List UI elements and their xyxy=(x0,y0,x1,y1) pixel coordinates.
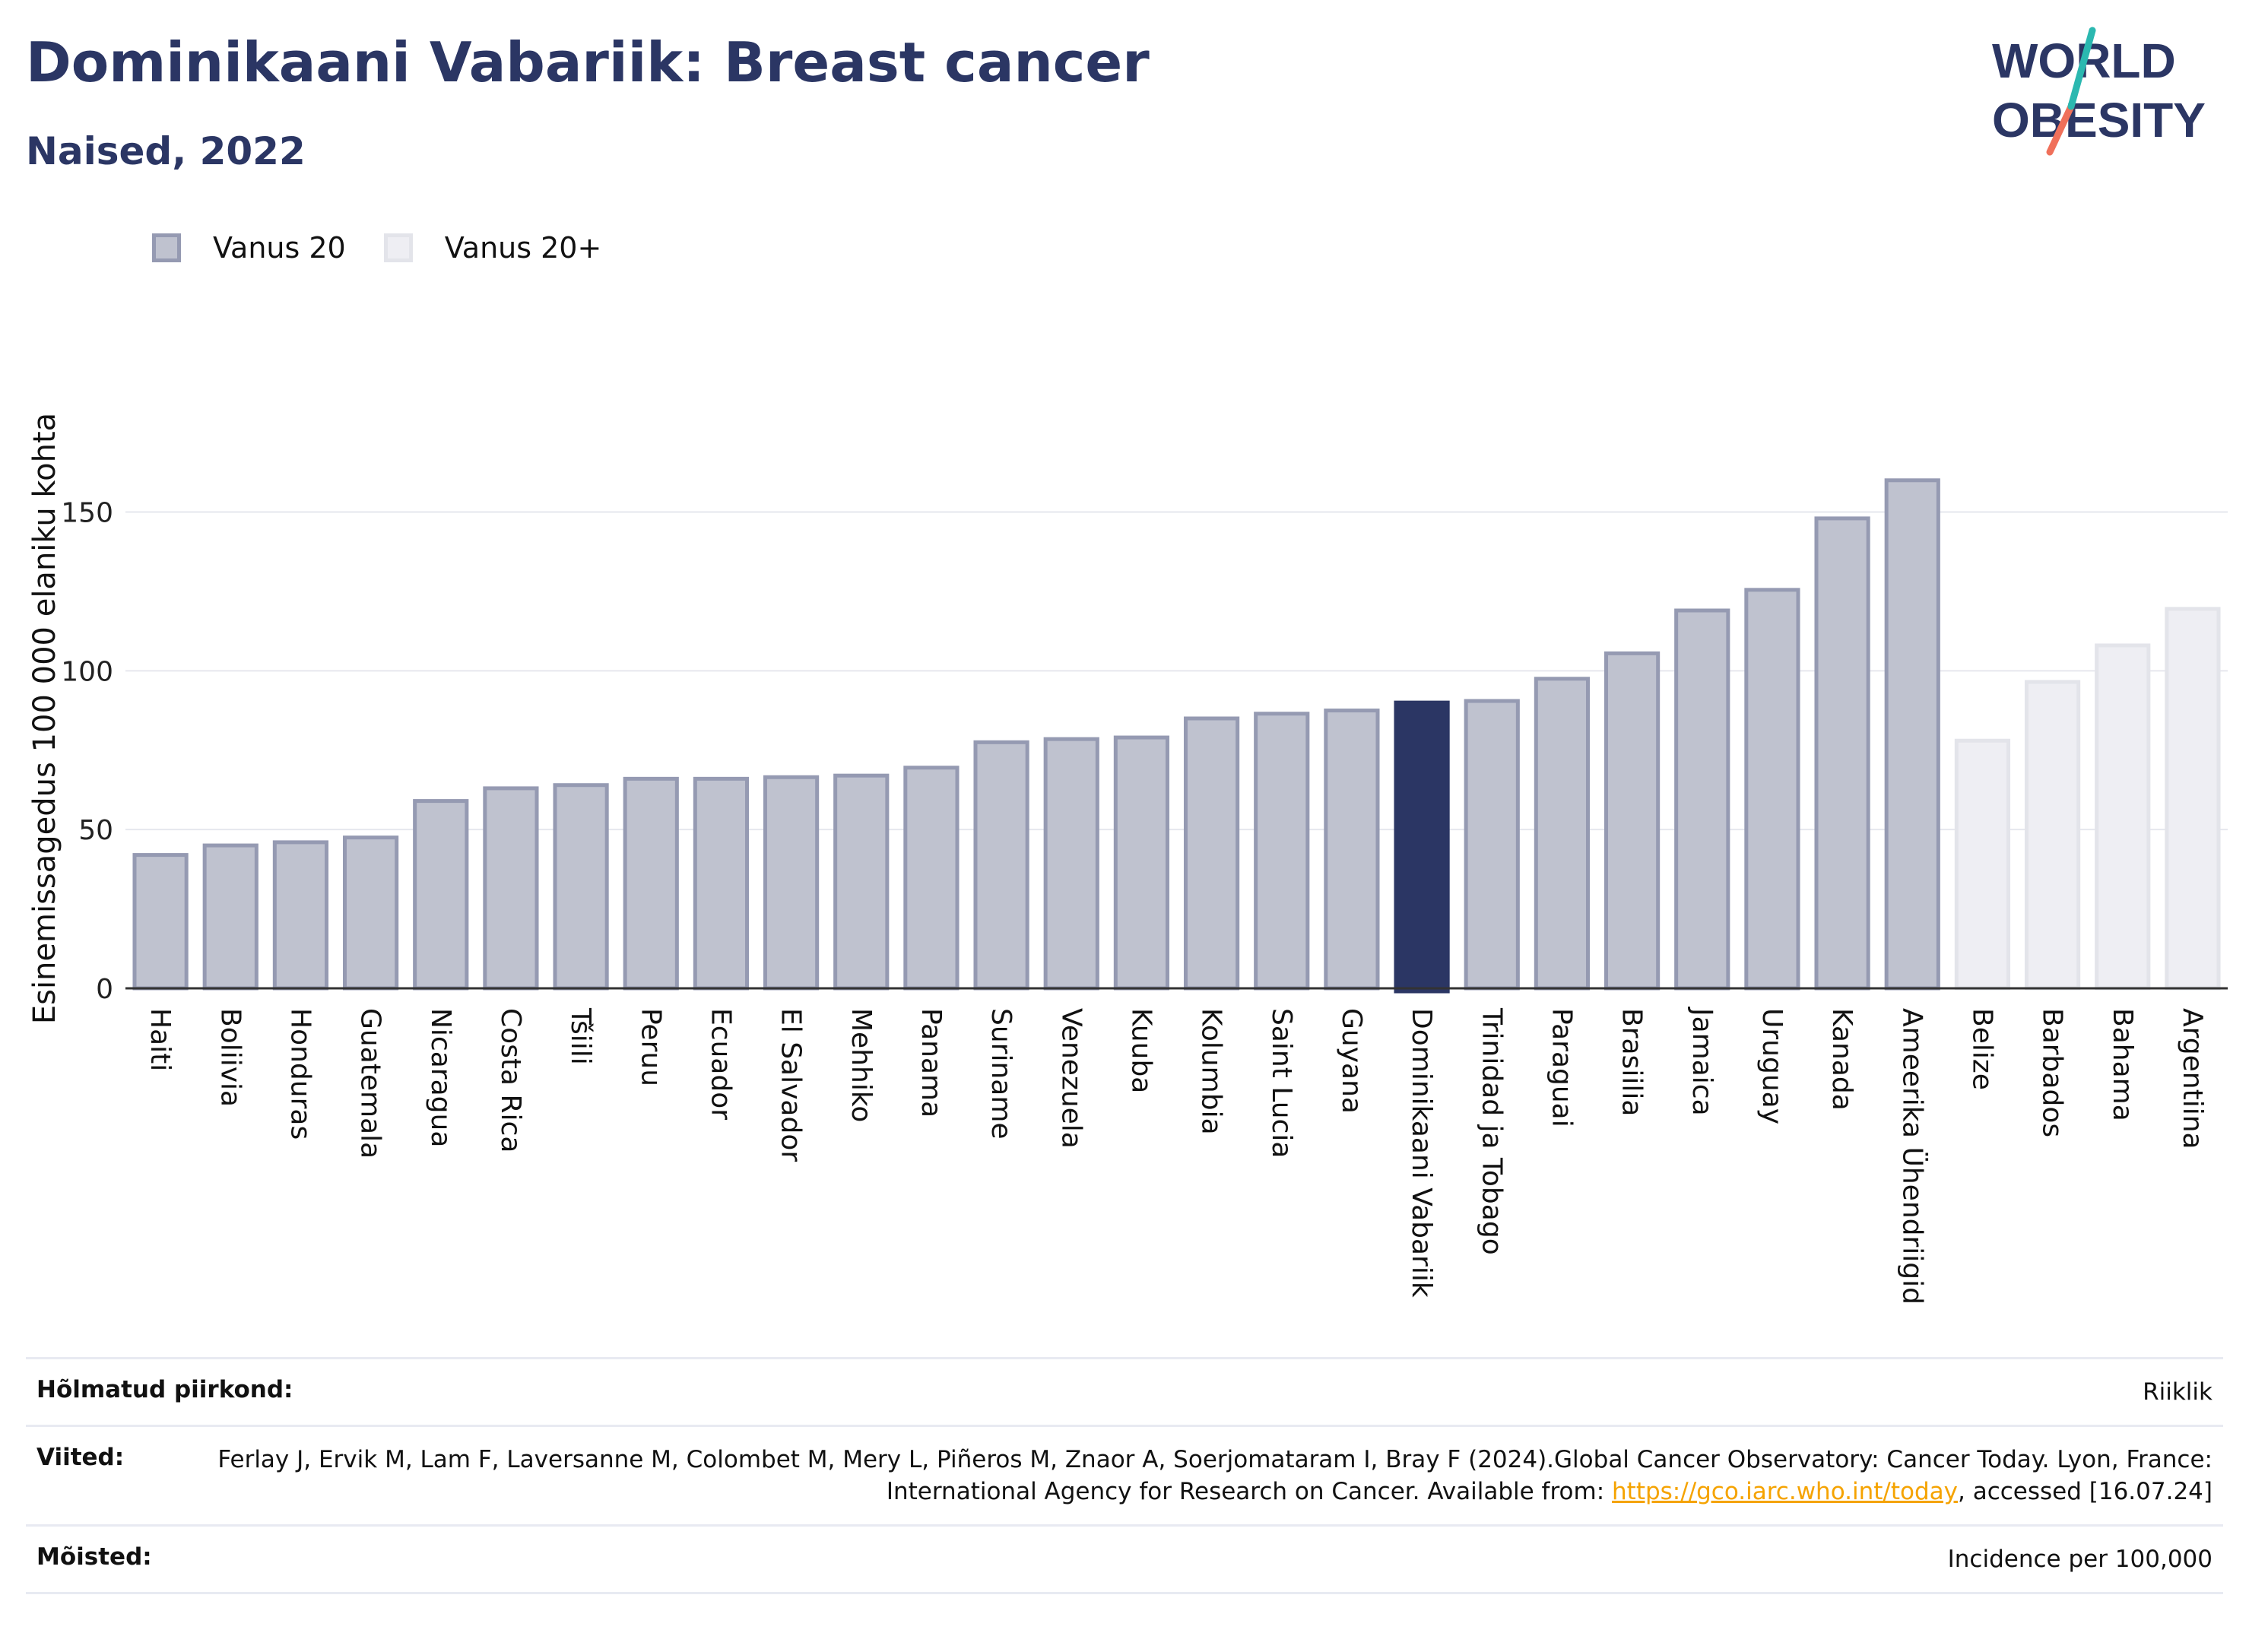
x-tick-label-tsiili: Tšiili xyxy=(565,1007,596,1065)
bar-barbados[interactable] xyxy=(2024,680,2081,991)
bar-brasiilia[interactable] xyxy=(1603,651,1661,991)
bar-guyana[interactable] xyxy=(1324,709,1380,991)
x-tick-label-peruu: Peruu xyxy=(635,1008,666,1086)
bar-ecuador[interactable] xyxy=(693,776,750,991)
logo-slash-teal xyxy=(2067,27,2096,110)
chart-title: Dominikaani Vabariik: Breast cancer xyxy=(26,30,1150,94)
x-tick-label-honduras: Honduras xyxy=(284,1008,316,1140)
x-tick-label-dominikaani-vabariik: Dominikaani Vabariik xyxy=(1406,1008,1437,1298)
bar-saint-lucia[interactable] xyxy=(1254,712,1310,991)
y-axis-label: Esinemissagedus 100 000 elaniku kohta xyxy=(27,413,62,1024)
legend-swatch-age20plus xyxy=(383,233,413,262)
bar-jamaica[interactable] xyxy=(1674,608,1730,991)
y-tick-label-50: 50 xyxy=(78,815,113,846)
x-tick-label-guyana: Guyana xyxy=(1336,1008,1367,1114)
info-table: Hõlmatud piirkond: Riiklik Viited: Ferla… xyxy=(26,1357,2223,1594)
x-tick-label-suriname: Suriname xyxy=(985,1008,1017,1140)
definitions-label: Mõisted: xyxy=(36,1543,152,1571)
bar-mehhiko[interactable] xyxy=(833,773,890,991)
y-tick-label-0: 0 xyxy=(96,974,113,1005)
bar-nicaragua[interactable] xyxy=(413,799,469,991)
bar-bahama[interactable] xyxy=(2095,643,2151,991)
x-tick-label-guatemala: Guatemala xyxy=(355,1008,386,1159)
bar-belize[interactable] xyxy=(1954,738,2011,991)
definitions-value: Incidence per 100,000 xyxy=(1947,1546,2213,1573)
x-tick-label-nicaragua: Nicaragua xyxy=(425,1008,456,1147)
x-tick-label-belize: Belize xyxy=(1966,1008,1997,1090)
x-tick-label-boliivia: Boliivia xyxy=(214,1008,246,1107)
y-tick-label-150: 150 xyxy=(61,498,113,529)
bar-ameerika-uhendriigid[interactable] xyxy=(1884,478,1940,991)
x-tick-label-saint-lucia: Saint Lucia xyxy=(1266,1008,1297,1158)
info-row-definitions: Mõisted: Incidence per 100,000 xyxy=(26,1524,2223,1594)
references-text: Ferlay J, Ervik M, Lam F, Laversanne M, … xyxy=(217,1446,2213,1505)
bar-uruguay[interactable] xyxy=(1744,588,1800,991)
bar-costa-rica[interactable] xyxy=(483,786,539,991)
references-value: Ferlay J, Ervik M, Lam F, Laversanne M, … xyxy=(154,1444,2213,1508)
x-tick-label-argentiina: Argentiina xyxy=(2177,1008,2208,1149)
x-tick-label-venezuela: Venezuela xyxy=(1055,1008,1086,1149)
legend-label-age20plus: Vanus 20+ xyxy=(444,231,602,265)
x-tick-label-el-salvador: El Salvador xyxy=(776,1008,807,1162)
bar-boliivia[interactable] xyxy=(202,843,259,991)
region-value: Riiklik xyxy=(2143,1378,2213,1406)
x-tick-label-panama: Panama xyxy=(915,1008,947,1118)
bar-argentiina[interactable] xyxy=(2165,607,2221,991)
world-obesity-logo: WORLD OBESITY xyxy=(1992,27,2206,156)
x-tick-label-brasiilia: Brasiilia xyxy=(1616,1008,1648,1116)
x-tick-label-bahama: Bahama xyxy=(2107,1008,2138,1121)
x-tick-label-kuuba: Kuuba xyxy=(1125,1008,1156,1093)
bar-kuuba[interactable] xyxy=(1113,735,1170,991)
bar-suriname[interactable] xyxy=(973,740,1029,991)
legend-label-age20: Vanus 20 xyxy=(213,231,346,265)
bar-el-salvador[interactable] xyxy=(763,775,820,991)
x-tick-label-kolumbia: Kolumbia xyxy=(1196,1008,1227,1135)
legend-swatch-age20 xyxy=(152,233,181,262)
x-tick-label-ecuador: Ecuador xyxy=(705,1008,736,1120)
x-tick-label-mehhiko: Mehhiko xyxy=(845,1008,877,1122)
x-tick-label-costa-rica: Costa Rica xyxy=(495,1008,526,1153)
x-tick-label-haiti: Haiti xyxy=(144,1008,176,1071)
bar-honduras[interactable] xyxy=(272,840,329,991)
bar-venezuela[interactable] xyxy=(1043,737,1099,991)
x-tick-label-jamaica: Jamaica xyxy=(1686,1007,1718,1116)
x-tick-label-barbados: Barbados xyxy=(2037,1008,2068,1137)
x-tick-label-paraguai: Paraguai xyxy=(1546,1008,1577,1127)
bar-kolumbia[interactable] xyxy=(1183,716,1240,991)
bar-dominikaani-vabariik[interactable] xyxy=(1394,700,1450,994)
info-row-region: Hõlmatud piirkond: Riiklik xyxy=(26,1357,2223,1425)
bar-trinidad-ja-tobago[interactable] xyxy=(1464,699,1520,991)
legend-item-age20[interactable]: Vanus 20 xyxy=(152,231,346,265)
legend-item-age20plus[interactable]: Vanus 20+ xyxy=(383,231,602,265)
x-tick-label-trinidad-ja-tobago: Trinidad ja Tobago xyxy=(1476,1007,1507,1255)
bar-peruu[interactable] xyxy=(623,776,679,991)
x-tick-label-ameerika-uhendriigid: Ameerika Ühendriigid xyxy=(1896,1008,1928,1305)
x-tick-label-uruguay: Uruguay xyxy=(1756,1008,1787,1124)
references-label: Viited: xyxy=(36,1444,125,1471)
legend: Vanus 20 Vanus 20+ xyxy=(152,225,639,271)
y-tick-label-100: 100 xyxy=(61,656,113,687)
region-label: Hõlmatud piirkond: xyxy=(36,1376,293,1403)
info-row-references: Viited: Ferlay J, Ervik M, Lam F, Lavers… xyxy=(26,1425,2223,1524)
bar-guatemala[interactable] xyxy=(342,836,399,991)
references-link[interactable]: https://gco.iarc.who.int/today xyxy=(1612,1478,1958,1505)
x-tick-label-kanada: Kanada xyxy=(1826,1008,1857,1111)
bar-kanada[interactable] xyxy=(1814,516,1870,991)
logo-slash-coral xyxy=(2046,103,2075,156)
chart-subtitle: Naised, 2022 xyxy=(26,129,306,173)
bar-tsiili[interactable] xyxy=(553,783,609,991)
references-accessed: , accessed [16.07.24] xyxy=(1957,1478,2213,1505)
bar-paraguai[interactable] xyxy=(1534,677,1591,991)
bar-haiti[interactable] xyxy=(132,853,189,991)
bar-panama[interactable] xyxy=(903,766,960,991)
logo-line2: OBESITY xyxy=(1992,93,2206,147)
